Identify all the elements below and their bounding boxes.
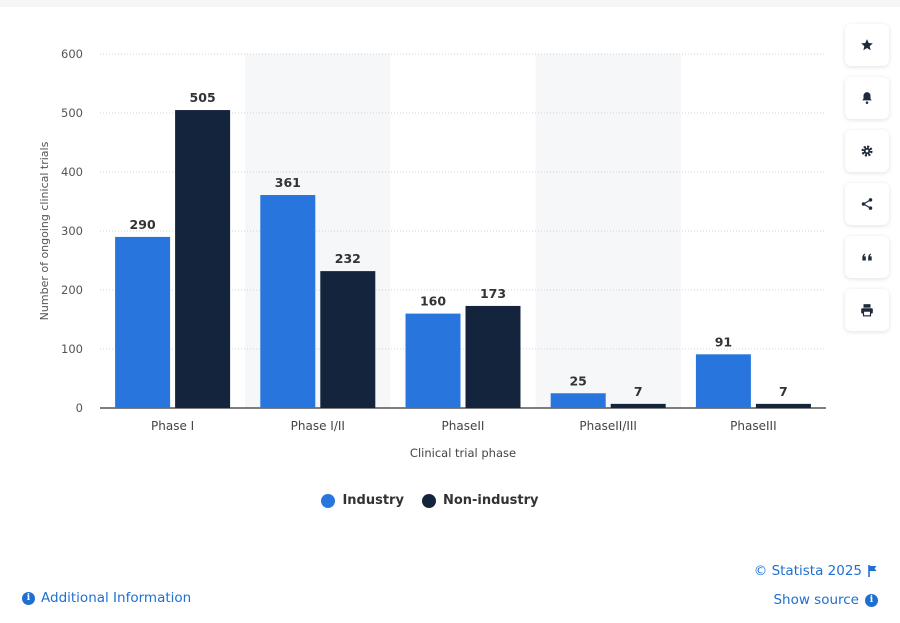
quote-icon	[862, 253, 872, 261]
data-label: 7	[634, 384, 643, 399]
bar	[465, 305, 521, 408]
data-label: 7	[779, 384, 788, 399]
share-icon	[861, 198, 873, 210]
bell-icon	[862, 92, 872, 104]
additional-information-label: Additional Information	[41, 590, 192, 606]
y-tick-label: 400	[61, 165, 83, 179]
bar	[175, 110, 231, 409]
bar-chart: 0 100 200 300 400 500 600 290 505 Phase I 361 232 Ph…	[38, 47, 826, 460]
y-tick-label: 0	[76, 401, 83, 415]
y-tick-label: 500	[61, 106, 83, 120]
legend-label-non-industry: Non-industry	[442, 493, 539, 508]
x-tick-label: PhaseII/III	[579, 419, 637, 433]
cite-button[interactable]	[845, 236, 889, 278]
legend-label-industry: Industry	[342, 493, 404, 508]
star-icon	[861, 39, 873, 51]
y-tick-label: 300	[61, 224, 83, 238]
gear-icon	[861, 145, 873, 157]
y-axis-title: Number of ongoing clinical trials	[38, 141, 51, 320]
x-axis-title: Clinical trial phase	[410, 446, 516, 460]
settings-button[interactable]	[845, 130, 889, 172]
top-strip	[0, 0, 900, 7]
print-button[interactable]	[845, 289, 889, 331]
bar	[695, 354, 751, 408]
show-source-label: Show source	[773, 592, 859, 608]
legend-dot-non-industry	[421, 493, 436, 508]
x-tick-label: PhaseIII	[730, 419, 776, 433]
x-tick-label: PhaseII	[442, 419, 485, 433]
data-label: 505	[190, 90, 216, 105]
bar	[320, 271, 376, 408]
chart-legend: Industry Non-industry	[0, 493, 860, 508]
category-band	[535, 54, 681, 408]
data-label: 173	[480, 286, 506, 301]
y-tick-label: 200	[61, 283, 83, 297]
bar	[260, 195, 316, 408]
flag-icon	[868, 565, 877, 577]
bar	[550, 393, 606, 408]
x-tick-label: Phase I/II	[291, 419, 345, 433]
statista-credit[interactable]: © Statista 2025	[754, 563, 878, 579]
data-label: 232	[335, 251, 361, 266]
y-tick-label: 100	[61, 342, 83, 356]
side-toolbar	[845, 24, 889, 342]
data-label: 290	[130, 217, 156, 232]
info-icon: i	[22, 591, 35, 605]
bar	[405, 313, 461, 408]
print-icon	[861, 304, 873, 317]
show-source-link[interactable]: Show source i	[773, 592, 878, 608]
x-tick-label: Phase I	[151, 419, 194, 433]
data-label: 91	[715, 334, 732, 349]
data-label: 160	[420, 294, 446, 309]
legend-item-industry[interactable]: Industry	[321, 493, 404, 508]
share-button[interactable]	[845, 183, 889, 225]
data-label: 361	[275, 175, 301, 190]
favorite-button[interactable]	[845, 24, 889, 66]
info-icon: i	[865, 593, 878, 607]
bar	[755, 403, 811, 408]
y-tick-label: 600	[61, 47, 83, 61]
legend-dot-industry	[321, 493, 336, 508]
credit-text: © Statista 2025	[753, 563, 862, 579]
bar	[610, 403, 666, 408]
additional-information-link[interactable]: i Additional Information	[22, 590, 191, 606]
legend-item-non-industry[interactable]: Non-industry	[421, 493, 539, 508]
data-label: 25	[569, 373, 586, 388]
bar	[115, 236, 171, 408]
notification-button[interactable]	[845, 77, 889, 119]
